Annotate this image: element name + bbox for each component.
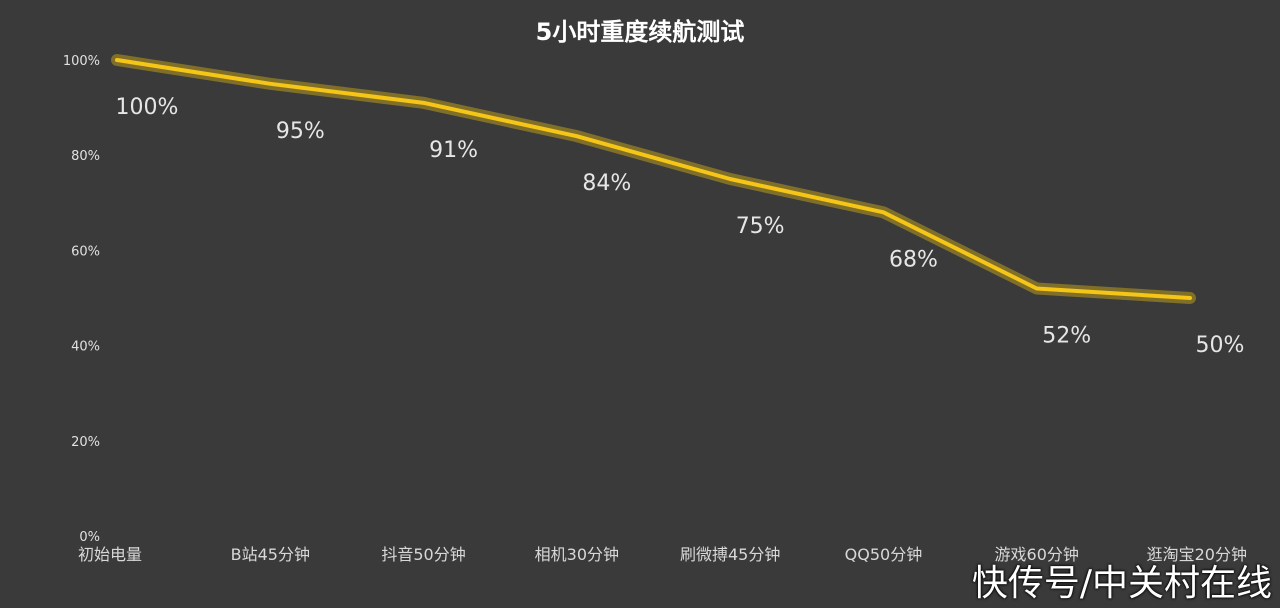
x-tick-label: 初始电量 xyxy=(78,545,142,564)
data-label: 52% xyxy=(1042,323,1091,348)
data-labels: 100% 95% 91% 84% 75% 68% 52% 50% xyxy=(116,95,1245,358)
y-axis: 0% 20% 40% 60% 80% 100% xyxy=(63,54,100,545)
chart-title: 5小时重度续航测试 xyxy=(536,18,745,46)
data-label: 91% xyxy=(429,138,478,163)
series-line xyxy=(115,58,1192,300)
data-label: 100% xyxy=(116,95,179,120)
x-tick-label: 刷微搏45分钟 xyxy=(680,545,780,564)
watermark: 快传号/中关村在线 xyxy=(971,563,1272,604)
x-tick-label: 逛淘宝20分钟 xyxy=(1147,545,1247,564)
data-label: 75% xyxy=(736,214,785,239)
series-line-glow xyxy=(111,54,1196,304)
data-label: 50% xyxy=(1196,333,1245,358)
data-label: 84% xyxy=(582,171,631,196)
data-label: 95% xyxy=(276,119,325,144)
x-axis: 初始电量 B站45分钟 抖音50分钟 相机30分钟 刷微搏45分钟 QQ50分钟 游戏60分… xyxy=(78,545,1247,564)
y-tick-label: 100% xyxy=(63,54,100,69)
x-tick-label: 抖音50分钟 xyxy=(381,545,465,564)
y-tick-label: 60% xyxy=(71,244,100,259)
y-tick-label: 20% xyxy=(71,435,100,450)
x-tick-label: QQ50分钟 xyxy=(845,545,923,564)
x-tick-label: 游戏60分钟 xyxy=(995,545,1079,564)
data-label: 68% xyxy=(889,247,938,272)
y-tick-label: 0% xyxy=(79,530,100,545)
x-tick-label: B站45分钟 xyxy=(231,545,310,564)
x-tick-label: 相机30分钟 xyxy=(535,545,619,564)
y-tick-label: 80% xyxy=(71,149,100,164)
y-tick-label: 40% xyxy=(71,340,100,355)
series-group xyxy=(111,54,1196,304)
